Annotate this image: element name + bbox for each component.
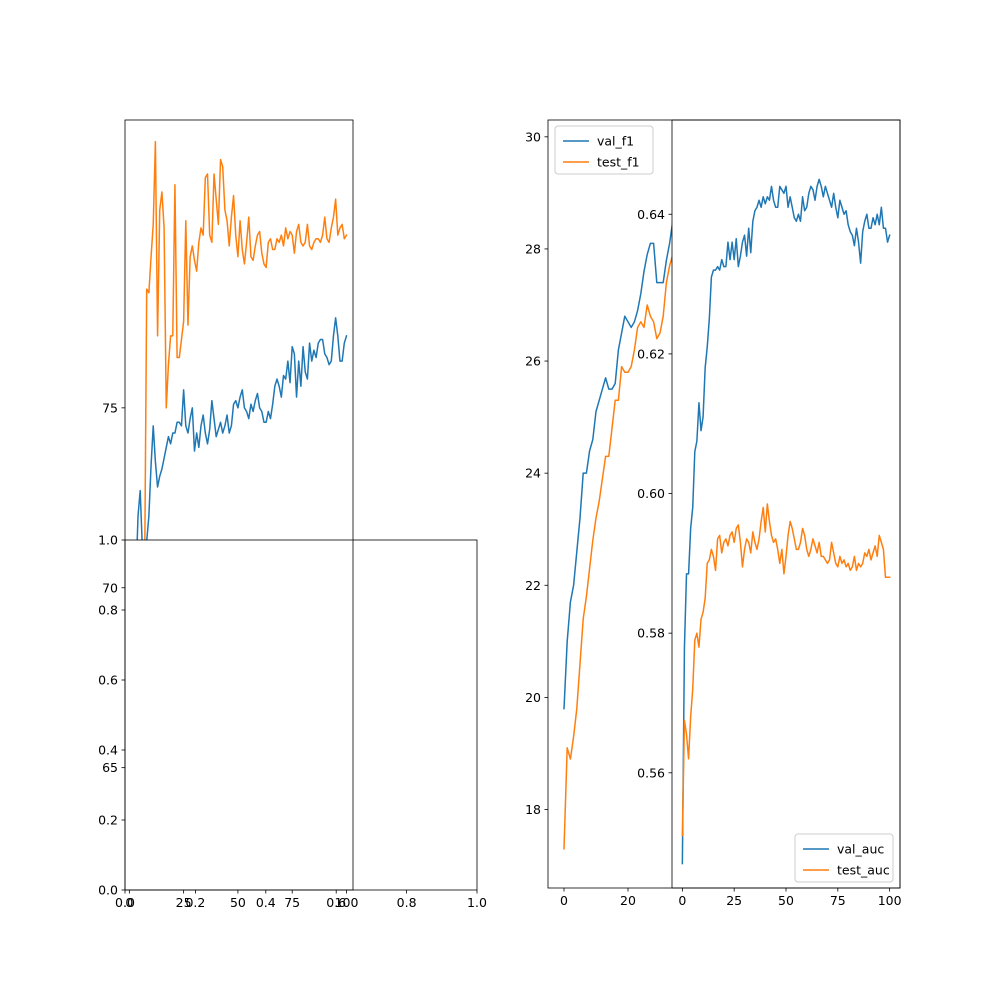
empty-x-tick-label: 1.0: [467, 895, 487, 910]
f1-x-tick-label: 20: [620, 893, 636, 908]
acc-y-tick-label: 70: [102, 580, 118, 595]
f1-legend-label-0: val_f1: [597, 134, 634, 149]
f1-series-line-1: [563, 254, 672, 850]
auc-legend: val_auc test_auc: [794, 833, 894, 883]
auc-frame: [671, 119, 901, 889]
f1-y-tick-label: 26: [525, 354, 541, 369]
empty-y-tick-label: 0.6: [98, 673, 118, 688]
empty-y-tick-label: 0.4: [98, 743, 118, 758]
auc-y-tick-label: 0.60: [637, 486, 665, 501]
acc-series-line-0: [136, 317, 348, 540]
f1-legend-label-1: test_f1: [597, 155, 640, 170]
auc-y-tick-label: 0.62: [637, 346, 665, 361]
auc-x-tick-label: 0: [678, 893, 686, 908]
empty-x-ticks: 0.0 0.2 0.4 0.6 0.8 1.0: [115, 890, 487, 910]
f1-y-tick-label: 28: [525, 241, 541, 256]
auc-x-tick-label: 25: [726, 893, 742, 908]
empty-y-ticks: 0.0 0.2 0.4 0.6 0.8 1.0: [98, 533, 125, 898]
acc-lines: [136, 140, 348, 540]
empty-x-tick-label: 0.2: [185, 895, 205, 910]
auc-series-line-0: [681, 178, 891, 865]
f1-y-tick-label: 30: [525, 129, 541, 144]
f1-y-tick-label: 22: [525, 578, 541, 593]
auc-series-line-1: [681, 503, 891, 837]
auc-x-tick-label: 50: [778, 893, 794, 908]
f1-y-tick-label: 18: [525, 802, 541, 817]
f1-lines: [563, 221, 672, 850]
acc-x-ticks: 0 25 50 75 100: [125, 890, 358, 910]
axes-auc: 0 25 50 75 100 0.56 0.58 0.60 0.62 0.64 val_auct…: [637, 119, 902, 908]
f1-y-tick-label: 20: [525, 690, 541, 705]
acc-y-ticks: 65 70 75: [102, 400, 125, 775]
empty-frame: [124, 539, 478, 891]
auc-lines: [681, 178, 891, 865]
acc-x-tick-label: 75: [284, 895, 300, 910]
f1-legend: val_f1 test_f1: [554, 125, 654, 175]
empty-y-tick-label: 0.0: [98, 883, 118, 898]
auc-y-tick-label: 0.58: [637, 626, 665, 641]
acc-x-tick-label: 100: [335, 895, 359, 910]
auc-x-tick-label: 100: [878, 893, 902, 908]
auc-y-ticks: 0.56 0.58 0.60 0.62 0.64: [637, 207, 672, 780]
f1-y-ticks: 18 20 22 24 26 28 30: [525, 129, 548, 817]
acc-y-tick-label: 75: [102, 400, 118, 415]
auc-y-tick-label: 0.56: [637, 765, 665, 780]
auc-x-tick-label: 75: [830, 893, 846, 908]
empty-y-tick-label: 0.8: [98, 603, 118, 618]
empty-x-tick-label: 0.0: [115, 895, 135, 910]
f1-x-tick-label: 0: [560, 893, 568, 908]
empty-x-tick-label: 0.6: [326, 895, 346, 910]
acc-series-line-1: [144, 140, 348, 540]
auc-legend-label-1: test_auc: [837, 863, 890, 878]
auc-x-ticks: 0 25 50 75 100: [678, 888, 902, 908]
f1-y-tick-label: 24: [525, 466, 541, 481]
acc-x-tick-label: 0: [125, 895, 133, 910]
empty-y-tick-label: 0.2: [98, 813, 118, 828]
empty-x-tick-label: 0.4: [256, 895, 276, 910]
auc-legend-label-0: val_auc: [837, 842, 884, 857]
acc-y-tick-label: 65: [102, 760, 118, 775]
axes-empty: 0.0 0.2 0.4 0.6 0.8 1.0 0.0 0.2 0.4 0.6 0.8 1.0: [98, 533, 487, 911]
acc-x-tick-label: 50: [230, 895, 246, 910]
acc-x-tick-label: 25: [176, 895, 192, 910]
f1-series-line-0: [563, 221, 672, 710]
f1-x-ticks: 0 20: [560, 888, 636, 908]
auc-y-tick-label: 0.64: [637, 207, 665, 222]
empty-y-tick-label: 1.0: [98, 533, 118, 548]
empty-x-tick-label: 0.8: [397, 895, 417, 910]
